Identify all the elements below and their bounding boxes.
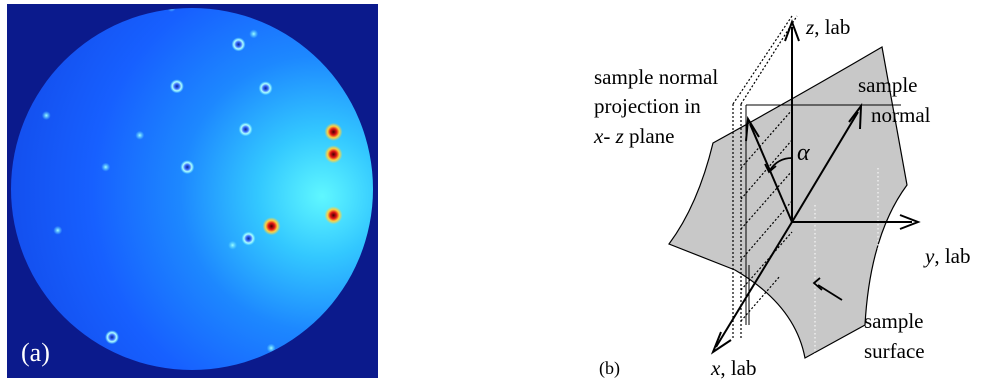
diffraction-spot xyxy=(324,122,343,141)
alpha-angle-arc xyxy=(764,157,793,174)
diffraction-spot xyxy=(169,79,184,94)
diffraction-spot xyxy=(262,217,281,236)
diffraction-spots xyxy=(41,8,343,353)
diffraction-spot xyxy=(228,240,238,250)
alpha-label: α xyxy=(797,140,810,166)
diffraction-spot xyxy=(266,343,276,353)
diffraction-spot xyxy=(231,37,246,52)
x-axis xyxy=(710,221,793,355)
diffraction-spot xyxy=(180,160,195,175)
diffraction-spot xyxy=(241,231,256,246)
surface-pointer-arrow xyxy=(812,277,843,301)
diffraction-spot xyxy=(101,162,111,172)
x-axis-label: x, lab xyxy=(710,356,756,380)
z-axis xyxy=(784,19,800,222)
y-axis xyxy=(792,214,921,230)
diffraction-spot xyxy=(324,145,343,164)
panel-b-label: (b) xyxy=(599,358,620,379)
diffraction-spot xyxy=(238,122,253,137)
diffraction-spot xyxy=(258,81,273,96)
diffraction-spot xyxy=(53,225,63,235)
z-axis-label: z, lab xyxy=(805,15,850,39)
diffraction-spot xyxy=(135,130,145,140)
diffraction-spot xyxy=(105,330,119,345)
guide-lines xyxy=(745,104,901,325)
diffraction-spot xyxy=(249,29,259,39)
sample-surface-label: sample surface xyxy=(864,309,929,363)
projection-arrow xyxy=(745,115,793,223)
diffraction-spot xyxy=(41,111,51,120)
detector-field xyxy=(11,8,373,370)
projection-label: sample normal projection in x- z plane xyxy=(593,65,723,148)
panel-b: z, lab y, lab x, lab sample normal sampl… xyxy=(593,15,970,380)
panel-a: (a) xyxy=(7,4,378,378)
diffraction-spot xyxy=(324,206,343,225)
sample-normal-arrow xyxy=(791,102,863,223)
diffraction-spot xyxy=(166,8,176,12)
y-axis-label: y, lab xyxy=(923,244,970,268)
panel-a-label: (a) xyxy=(21,338,50,367)
sample-normal-label: sample normal xyxy=(858,73,931,127)
surface-guides xyxy=(814,168,879,355)
